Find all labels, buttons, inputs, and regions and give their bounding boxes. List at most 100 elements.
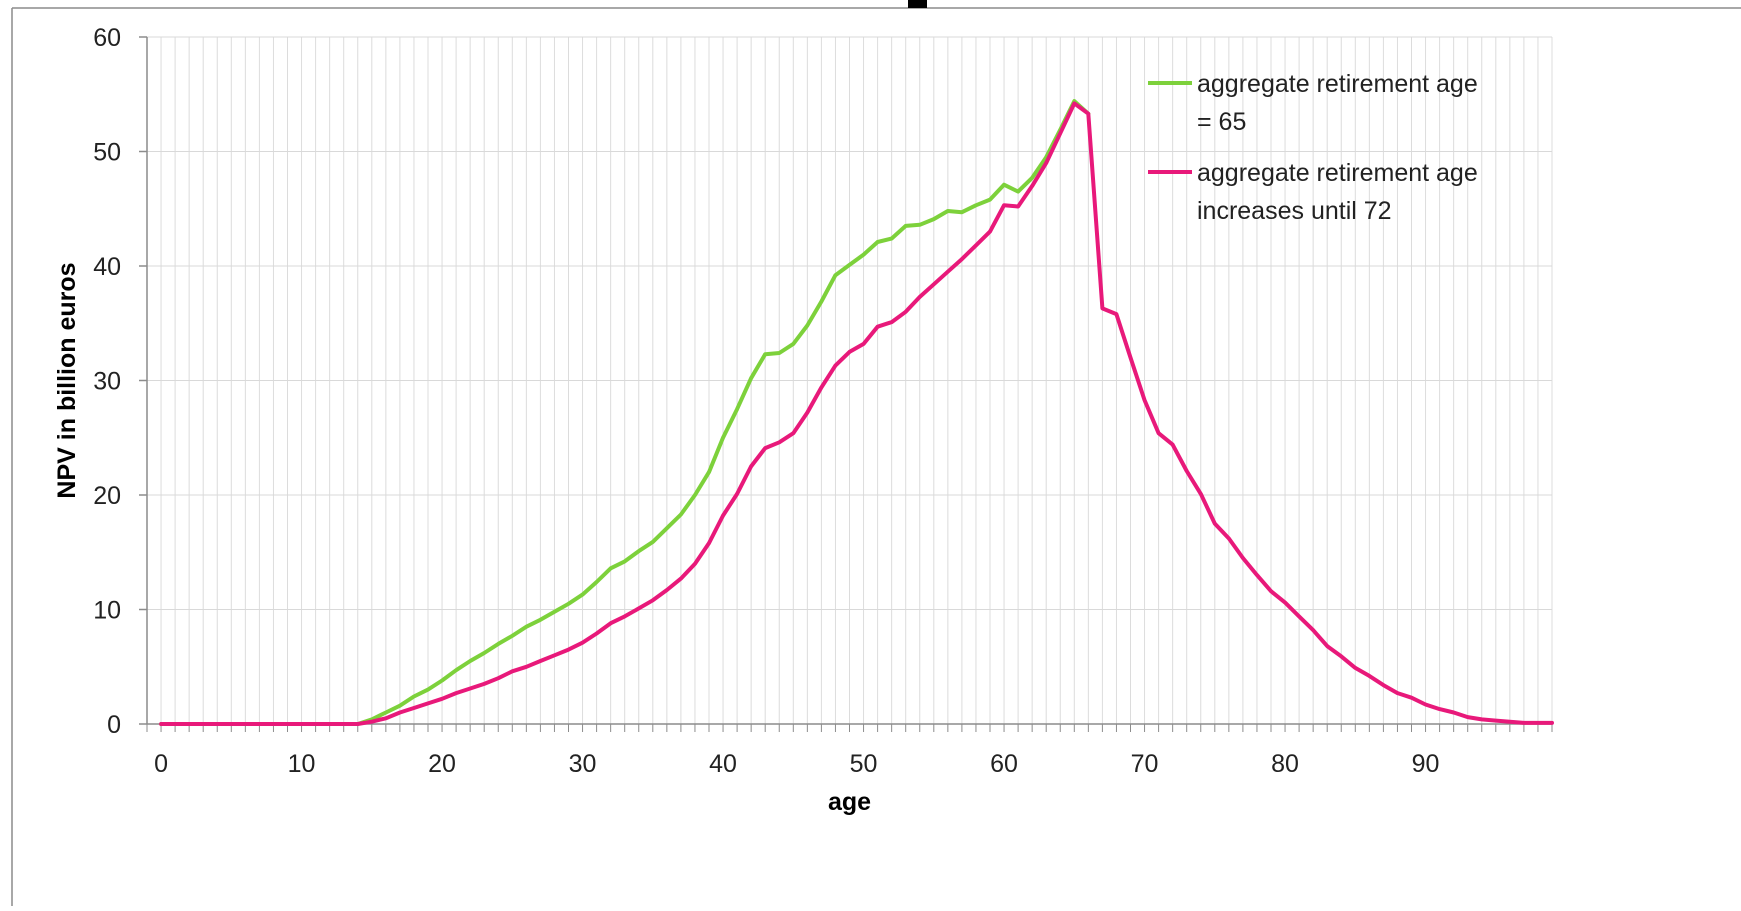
data-point <box>595 580 599 584</box>
data-point <box>749 376 753 380</box>
data-point <box>1353 666 1357 670</box>
data-point <box>1452 711 1456 715</box>
data-point <box>707 470 711 474</box>
data-point <box>1030 184 1034 188</box>
y-axis-title: NPV in billion euros <box>53 262 81 498</box>
y-tick-label: 20 <box>93 482 121 510</box>
legend-label-line: increases until 72 <box>1197 197 1392 225</box>
data-point <box>1114 312 1118 316</box>
data-point <box>552 653 556 657</box>
y-tick-label: 50 <box>93 139 121 167</box>
data-point <box>679 577 683 581</box>
data-point <box>1297 614 1301 618</box>
data-point <box>412 695 416 699</box>
data-point <box>1016 204 1020 208</box>
data-point <box>1213 522 1217 526</box>
data-point <box>777 351 781 355</box>
data-point <box>356 722 360 726</box>
data-point <box>524 625 528 629</box>
x-tick-label: 60 <box>990 750 1018 778</box>
data-point <box>904 310 908 314</box>
data-point <box>749 464 753 468</box>
data-point <box>496 676 500 680</box>
data-point <box>1241 556 1245 560</box>
data-point <box>819 385 823 389</box>
data-point <box>482 651 486 655</box>
data-point <box>609 621 613 625</box>
data-point <box>398 711 402 715</box>
data-point <box>876 240 880 244</box>
data-point <box>974 203 978 207</box>
data-point <box>538 618 542 622</box>
data-point <box>468 659 472 663</box>
y-tick-label: 40 <box>93 253 121 281</box>
data-point <box>1002 183 1006 187</box>
data-point <box>988 230 992 234</box>
data-point <box>552 610 556 614</box>
data-point <box>890 237 894 241</box>
data-point <box>1185 469 1189 473</box>
data-point <box>805 324 809 328</box>
data-point <box>876 325 880 329</box>
data-point <box>721 436 725 440</box>
data-point <box>848 350 851 354</box>
data-point <box>707 541 711 545</box>
data-point <box>1438 707 1442 711</box>
data-point <box>890 320 894 324</box>
data-point <box>1494 719 1498 723</box>
data-point <box>1283 601 1287 605</box>
data-point <box>609 566 613 570</box>
series-line <box>159 99 1091 726</box>
data-point <box>988 198 992 202</box>
data-point <box>693 562 697 566</box>
data-point <box>581 641 585 645</box>
data-point <box>581 593 585 597</box>
data-point <box>833 364 837 368</box>
data-point <box>370 720 374 724</box>
grid <box>146 36 1553 725</box>
data-point <box>567 602 570 606</box>
data-point <box>932 282 936 286</box>
data-point <box>1325 644 1329 648</box>
data-point <box>777 440 781 444</box>
x-tick-label: 20 <box>428 750 456 778</box>
data-point <box>538 659 542 663</box>
y-tick-label: 60 <box>93 24 121 52</box>
data-point <box>693 493 697 497</box>
data-point <box>763 352 767 356</box>
data-point <box>679 512 683 516</box>
data-point <box>384 716 388 720</box>
data-point <box>1269 589 1273 593</box>
data-point <box>932 217 936 221</box>
data-point <box>960 210 964 214</box>
data-point <box>1199 492 1203 496</box>
data-point <box>904 224 908 228</box>
y-tick-label: 0 <box>107 711 121 739</box>
data-point <box>440 697 444 701</box>
x-axis-title: age <box>828 788 871 816</box>
data-point <box>524 665 528 669</box>
data-point <box>1311 628 1315 632</box>
x-tick-label: 70 <box>1131 750 1159 778</box>
data-point <box>946 209 950 213</box>
x-tick-label: 10 <box>288 750 316 778</box>
series-group <box>159 99 1554 726</box>
data-point <box>1522 721 1526 725</box>
data-point <box>1058 131 1062 135</box>
x-tick-label: 50 <box>850 750 878 778</box>
data-point <box>862 342 866 346</box>
data-point <box>454 691 458 695</box>
data-point <box>1143 398 1147 402</box>
data-point <box>426 688 430 692</box>
data-point <box>159 722 163 726</box>
data-point <box>510 634 514 638</box>
data-point <box>1480 717 1484 721</box>
data-point <box>651 540 655 544</box>
data-point <box>1424 703 1428 707</box>
data-point <box>1508 720 1512 724</box>
data-point <box>791 342 795 346</box>
data-point <box>1030 176 1034 180</box>
data-point <box>1536 721 1540 725</box>
